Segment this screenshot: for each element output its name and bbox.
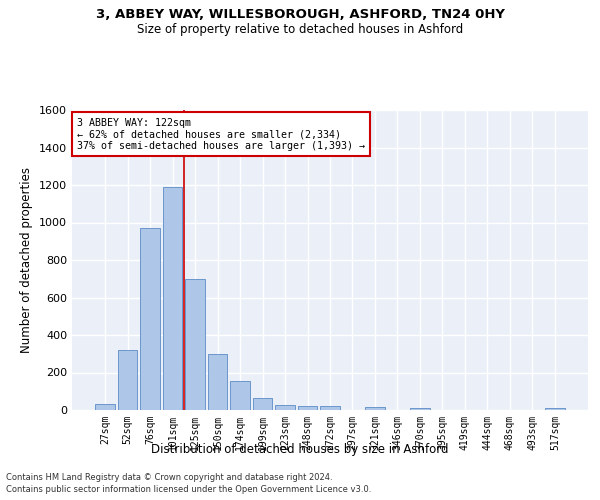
Text: Contains HM Land Registry data © Crown copyright and database right 2024.: Contains HM Land Registry data © Crown c… [6, 472, 332, 482]
Bar [365, 407, 385, 410]
Text: Size of property relative to detached houses in Ashford: Size of property relative to detached ho… [137, 22, 463, 36]
Bar [208, 354, 227, 410]
Bar [95, 404, 115, 410]
Text: 3, ABBEY WAY, WILLESBOROUGH, ASHFORD, TN24 0HY: 3, ABBEY WAY, WILLESBOROUGH, ASHFORD, TN… [95, 8, 505, 20]
Bar [118, 350, 137, 410]
Bar [545, 408, 565, 410]
Bar [275, 406, 295, 410]
Bar [253, 398, 272, 410]
Bar [163, 187, 182, 410]
Text: Contains public sector information licensed under the Open Government Licence v3: Contains public sector information licen… [6, 485, 371, 494]
Bar [320, 406, 340, 410]
Bar [298, 406, 317, 410]
Bar [410, 408, 430, 410]
Text: 3 ABBEY WAY: 122sqm
← 62% of detached houses are smaller (2,334)
37% of semi-det: 3 ABBEY WAY: 122sqm ← 62% of detached ho… [77, 118, 365, 150]
Text: Distribution of detached houses by size in Ashford: Distribution of detached houses by size … [151, 442, 449, 456]
Y-axis label: Number of detached properties: Number of detached properties [20, 167, 34, 353]
Bar [185, 279, 205, 410]
Bar [140, 228, 160, 410]
Bar [230, 381, 250, 410]
